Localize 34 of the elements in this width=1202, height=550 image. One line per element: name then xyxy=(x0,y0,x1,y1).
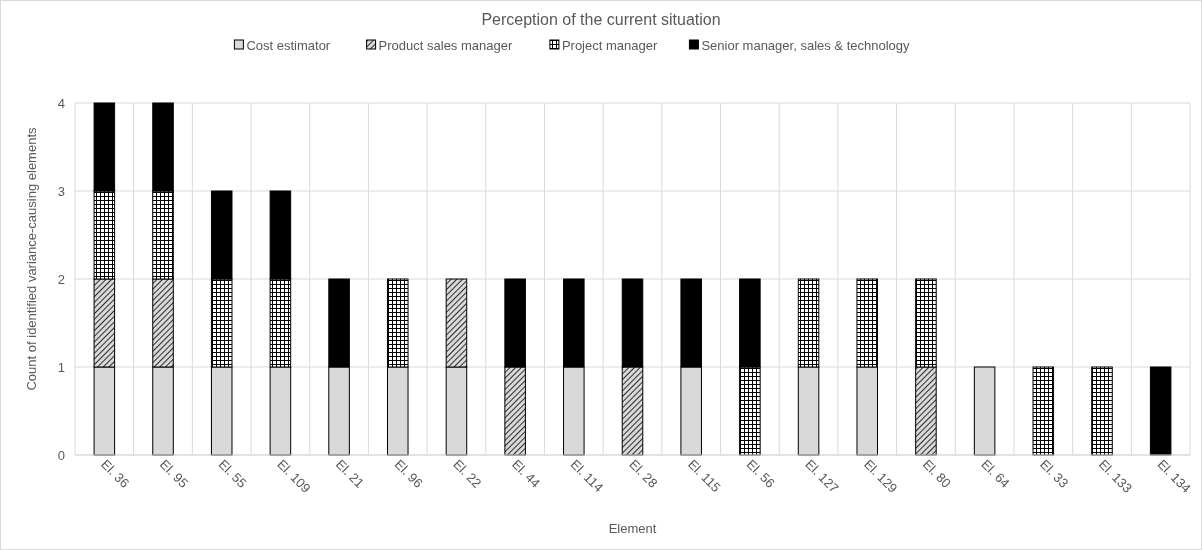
x-tick-label: El. 114 xyxy=(567,456,607,496)
y-tick-label: 1 xyxy=(57,359,65,375)
y-tick-label: 0 xyxy=(57,447,65,463)
y-tick-label: 4 xyxy=(57,95,65,111)
legend-label: Project manager xyxy=(561,37,658,53)
x-tick-label: El. 129 xyxy=(861,456,901,496)
x-tick-label: El. 28 xyxy=(626,456,661,491)
x-tick-label: El. 55 xyxy=(215,456,250,491)
legend-label: Product sales manager xyxy=(378,37,513,53)
x-tick-label: El. 56 xyxy=(743,456,778,491)
legend-label: Senior manager, sales & technology xyxy=(701,37,911,53)
y-tick-label: 2 xyxy=(57,271,65,287)
bar xyxy=(1091,366,1113,456)
x-tick-label: El. 36 xyxy=(98,456,133,491)
x-tick-label: El. 115 xyxy=(685,456,724,496)
legend-label: Cost estimator xyxy=(246,37,331,53)
x-tick-label: El. 109 xyxy=(274,456,314,496)
x-tick-label: El. 33 xyxy=(1037,456,1072,491)
bar xyxy=(1149,366,1172,456)
x-tick-label: El. 44 xyxy=(509,456,544,491)
y-tick-label: 3 xyxy=(57,183,65,199)
x-tick-label: El. 127 xyxy=(802,456,842,496)
x-tick-label: El. 95 xyxy=(156,456,192,491)
x-tick-label: El. 64 xyxy=(978,456,1013,491)
x-tick-label: El. 22 xyxy=(450,456,485,491)
x-tick-label: El. 96 xyxy=(391,456,426,491)
chart-title: Perception of the current situation xyxy=(481,11,721,28)
x-tick-label: El. 80 xyxy=(919,456,954,491)
x-tick-label: El. 21 xyxy=(332,456,368,491)
x-tick-label: El. 134 xyxy=(1154,456,1194,496)
x-tick-label: El. 133 xyxy=(1095,456,1136,496)
bar xyxy=(1032,366,1055,456)
y-axis-title: Count of identified variance-causing elements xyxy=(24,126,39,391)
x-axis-title: Element xyxy=(608,521,657,536)
